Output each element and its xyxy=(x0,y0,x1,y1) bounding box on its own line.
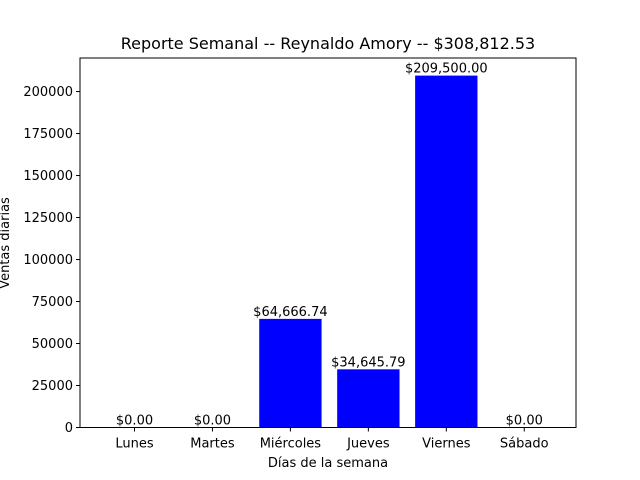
y-axis-ticks: 0 25000 50000 75000 100000 125000 150000 175000… xyxy=(23,85,80,436)
data-label: $64,666.74 xyxy=(253,305,327,320)
x-axis-label: Días de la semana xyxy=(268,456,388,471)
bar-jueves xyxy=(337,369,400,428)
x-tick-label: Viernes xyxy=(422,437,471,452)
x-tick-label: Lunes xyxy=(115,437,153,452)
y-tick-label: 100000 xyxy=(23,253,73,268)
y-tick-label: 150000 xyxy=(23,169,73,184)
data-label: $0.00 xyxy=(194,414,231,429)
data-label: $34,645.79 xyxy=(331,355,405,370)
data-labels: $0.00 $0.00 $64,666.74 $34,645.79 $209,500.0… xyxy=(116,62,543,429)
y-tick-label: 175000 xyxy=(23,127,73,142)
data-label: $209,500.00 xyxy=(405,62,488,77)
y-tick-label: 25000 xyxy=(32,379,73,394)
y-tick-label: 50000 xyxy=(32,337,73,352)
data-label: $0.00 xyxy=(506,414,543,429)
x-tick-label: Miércoles xyxy=(260,437,322,452)
data-label: $0.00 xyxy=(116,414,153,429)
y-tick-label: 75000 xyxy=(32,295,73,310)
bars-group xyxy=(259,75,478,428)
x-axis-ticks: Lunes Martes Miércoles Jueves Viernes Sábado xyxy=(115,427,549,452)
y-axis-label: Ventas diarias xyxy=(0,197,13,289)
chart-title: Reporte Semanal -- Reynaldo Amory -- $30… xyxy=(121,34,535,53)
x-tick-label: Sábado xyxy=(500,437,549,452)
x-tick-label: Jueves xyxy=(346,437,390,452)
x-tick-label: Martes xyxy=(190,437,235,452)
bar-viernes xyxy=(415,75,478,428)
y-tick-label: 200000 xyxy=(23,85,73,100)
y-tick-label: 0 xyxy=(65,421,73,436)
y-tick-label: 125000 xyxy=(23,211,73,226)
bar-miércoles xyxy=(259,318,322,428)
plot-frame xyxy=(79,57,577,428)
